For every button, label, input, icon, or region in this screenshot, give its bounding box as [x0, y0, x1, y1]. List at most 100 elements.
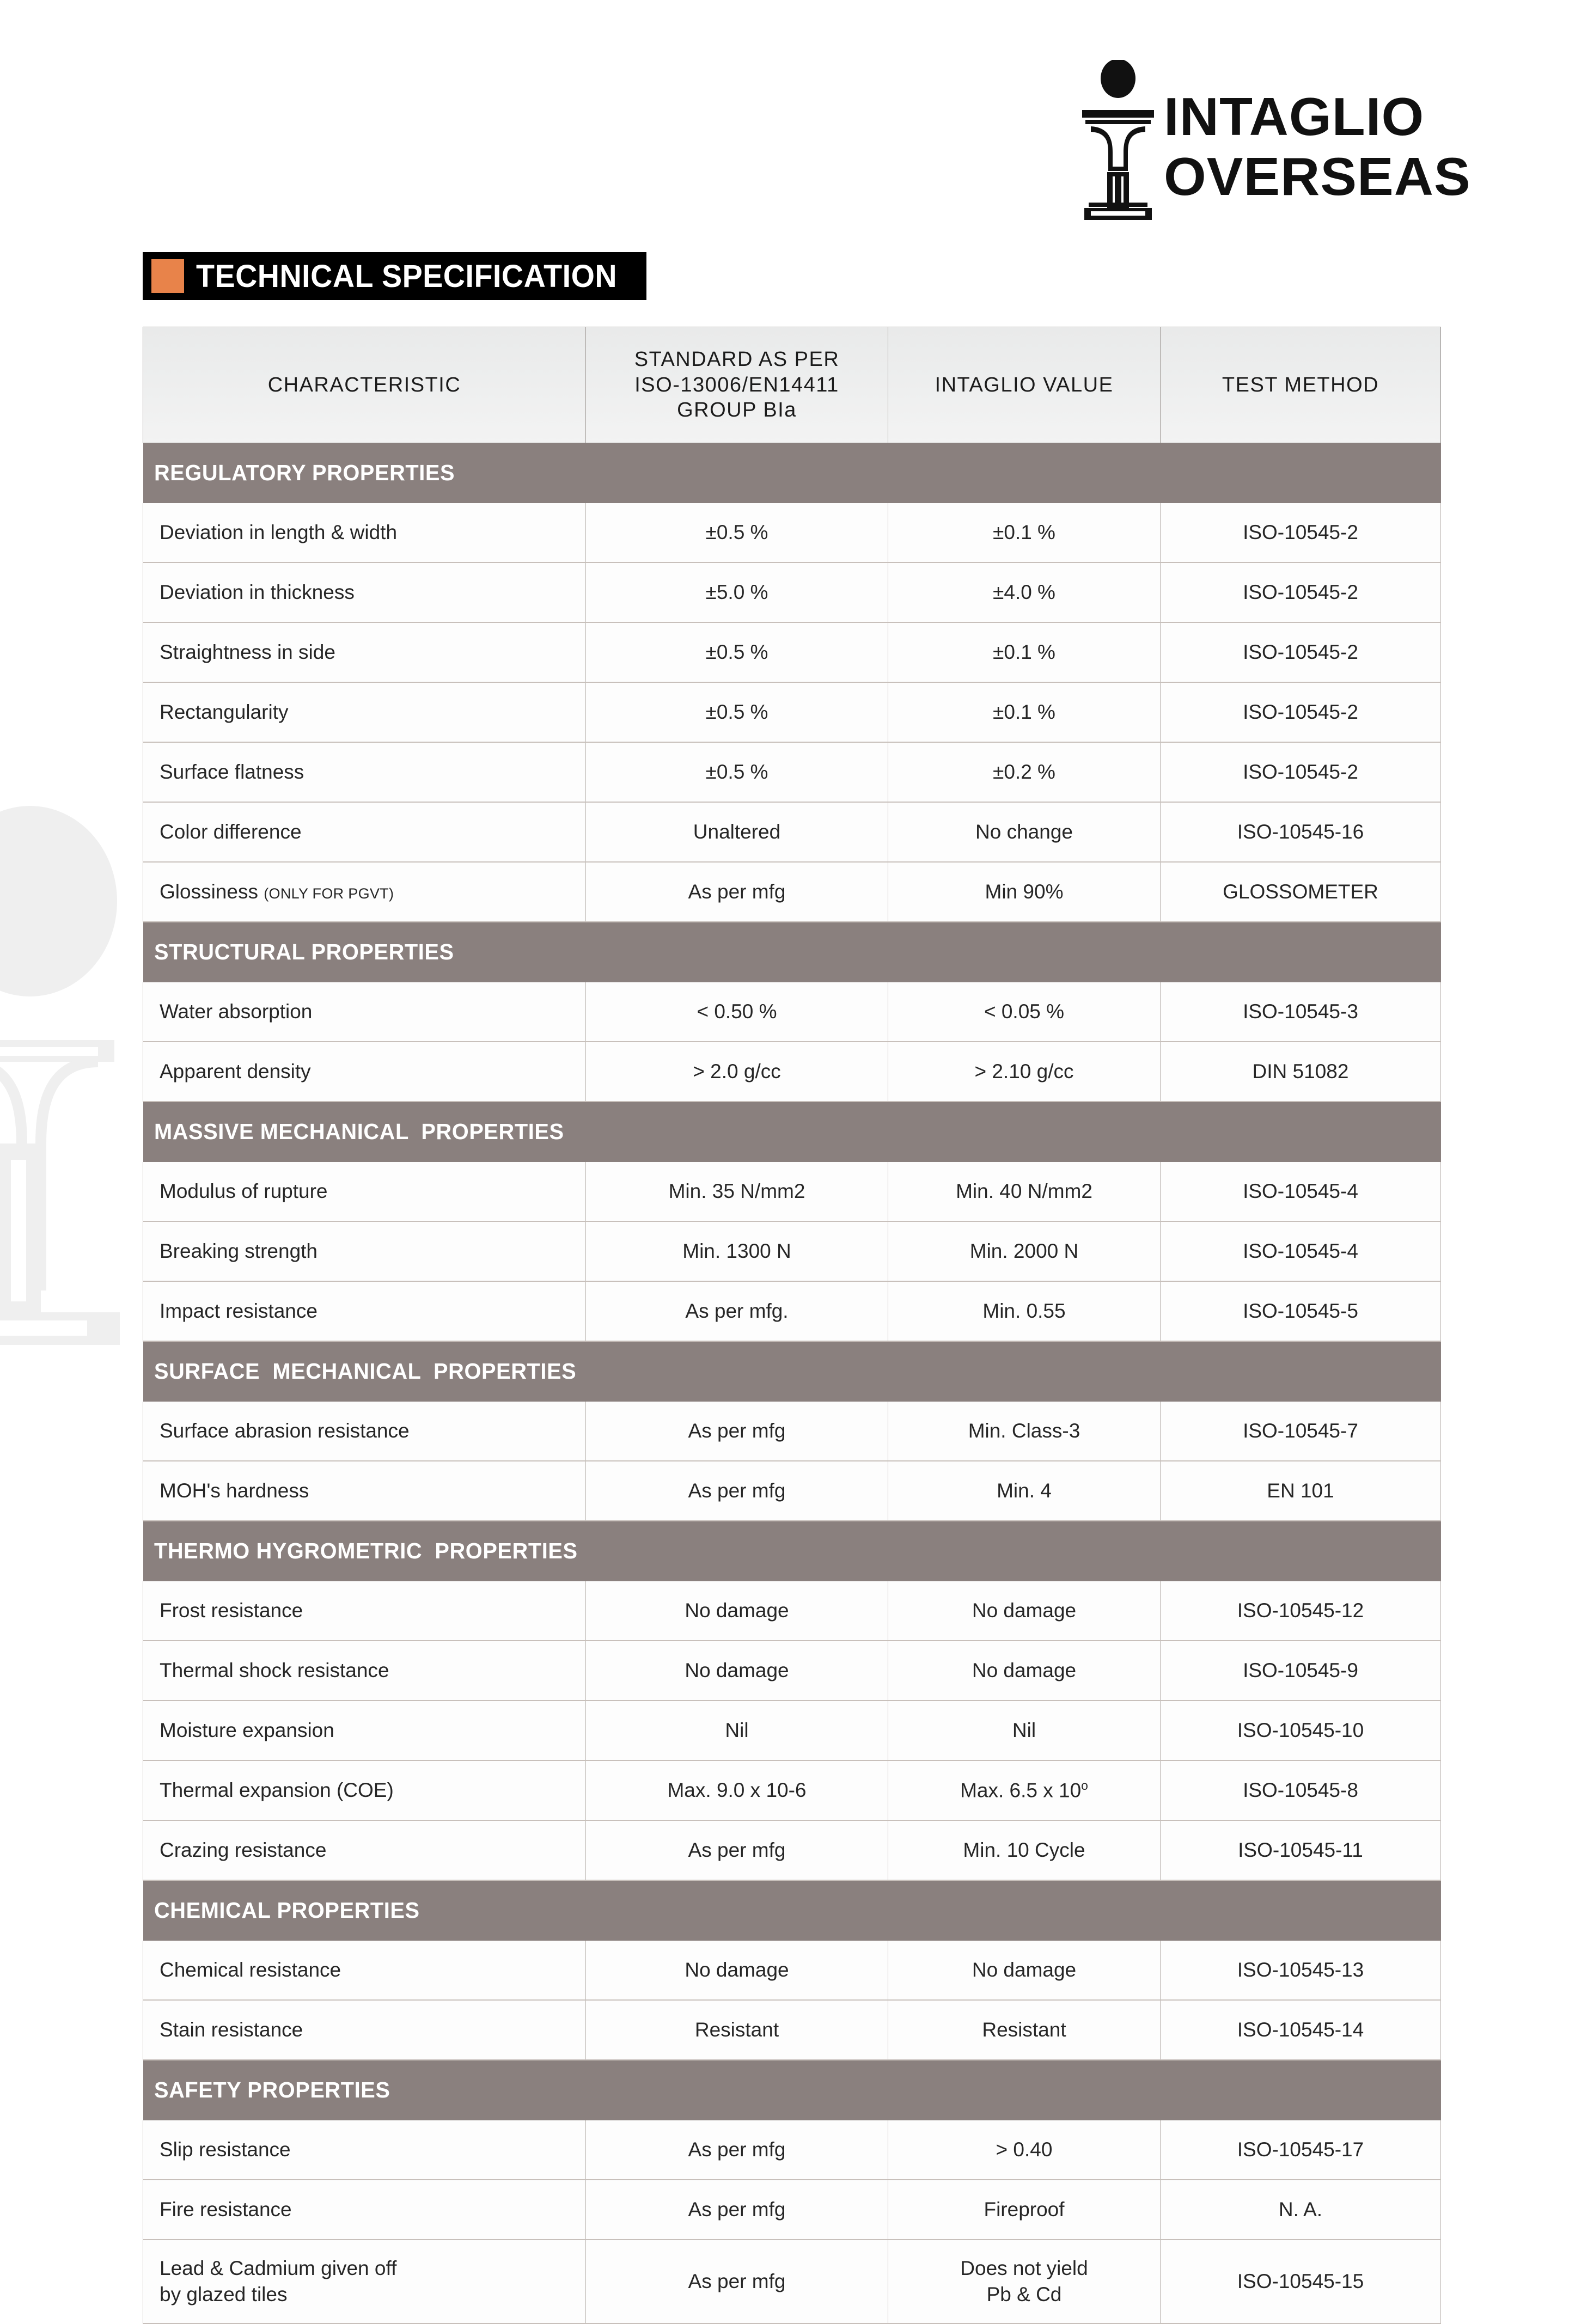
cell-characteristic: Rectangularity: [143, 682, 586, 743]
section-band: CHEMICAL PROPERTIES: [143, 1880, 1441, 1941]
cell-characteristic: Deviation in thickness: [143, 562, 586, 623]
cell-intaglio-value: No damage: [888, 1581, 1161, 1641]
cell-test-method: ISO-10545-14: [1160, 2000, 1441, 2060]
characteristic-note: (ONLY FOR PGVT): [264, 885, 394, 902]
cell-intaglio-value: Min. 4: [888, 1461, 1161, 1521]
cell-intaglio-value: Min 90%: [888, 862, 1161, 922]
cell-intaglio-value: Fireproof: [888, 2180, 1161, 2240]
section-band: MASSIVE MECHANICAL PROPERTIES: [143, 1102, 1441, 1162]
cell-standard: No damage: [585, 1581, 888, 1641]
cell-standard: As per mfg: [585, 862, 888, 922]
table-row: Apparent density > 2.0 g/cc > 2.10 g/cc DIN…: [143, 1042, 1441, 1102]
table-row: Thermal shock resistance No damage No dama…: [143, 1641, 1441, 1701]
cell-characteristic: Deviation in length & width: [143, 503, 586, 563]
table-row: Surface flatness ±0.5 % ±0.2 % ISO-10545-2: [143, 742, 1441, 803]
cell-intaglio-value: Min. 2000 N: [888, 1221, 1161, 1282]
cell-intaglio-value: Min. 10 Cycle: [888, 1820, 1161, 1881]
cell-intaglio-value: No change: [888, 802, 1161, 863]
cell-intaglio-value: Nil: [888, 1701, 1161, 1761]
table-row: Rectangularity ±0.5 % ±0.1 % ISO-10545-2: [143, 682, 1441, 743]
cell-standard: As per mfg: [585, 2180, 888, 2240]
cell-test-method: EN 101: [1160, 1461, 1441, 1521]
cell-test-method: ISO-10545-16: [1160, 802, 1441, 863]
column-pillar-icon: [1075, 60, 1162, 223]
section-title-text: SURFACE MECHANICAL PROPERTIES: [154, 1358, 576, 1384]
section-band: REGULATORY PROPERTIES: [143, 443, 1441, 503]
cell-standard: < 0.50 %: [585, 982, 888, 1042]
cell-standard: Unaltered: [585, 802, 888, 863]
column-header-characteristic: CHARACTERISTIC: [143, 327, 586, 443]
cell-test-method: N. A.: [1160, 2180, 1441, 2240]
cell-characteristic: Surface abrasion resistance: [143, 1402, 586, 1461]
table-row: Surface abrasion resistance As per mfg Min…: [143, 1402, 1441, 1461]
cell-test-method: ISO-10545-10: [1160, 1701, 1441, 1761]
technical-specification-table: CHARACTERISTIC STANDARD AS PER ISO-13006…: [143, 327, 1441, 2324]
section-band: SAFETY PROPERTIES: [143, 2060, 1441, 2120]
section-band-label: STRUCTURAL PROPERTIES: [143, 922, 1441, 982]
table-row: Moisture expansion Nil Nil ISO-10545-10: [143, 1701, 1441, 1761]
cell-test-method: ISO-10545-2: [1160, 503, 1441, 563]
cell-characteristic: Stain resistance: [143, 2000, 586, 2060]
section-title-text: MASSIVE MECHANICAL PROPERTIES: [154, 1118, 564, 1144]
cell-characteristic: Impact resistance: [143, 1281, 586, 1342]
table-row: Color difference Unaltered No change ISO-10…: [143, 802, 1441, 863]
logo-text-line1: INTAGLIO: [1164, 87, 1425, 146]
cell-standard: As per mfg: [585, 1820, 888, 1881]
cell-intaglio-value: No damage: [888, 1641, 1161, 1701]
cell-standard: Resistant: [585, 2000, 888, 2060]
section-band: SURFACE MECHANICAL PROPERTIES: [143, 1341, 1441, 1402]
cell-intaglio-value: ±0.2 %: [888, 742, 1161, 803]
cell-intaglio-value: ±0.1 %: [888, 503, 1161, 563]
cell-standard: ±0.5 %: [585, 622, 888, 683]
column-header-intaglio-value: INTAGLIO VALUE: [888, 327, 1161, 443]
table-row: Glossiness (ONLY FOR PGVT) As per mfg Min …: [143, 862, 1441, 922]
cell-characteristic: Moisture expansion: [143, 1701, 586, 1761]
cell-characteristic: Chemical resistance: [143, 1941, 586, 2001]
section-title-text: STRUCTURAL PROPERTIES: [154, 939, 454, 964]
cell-characteristic: Crazing resistance: [143, 1820, 586, 1881]
table-row: Straightness in side ±0.5 % ±0.1 % ISO-1054…: [143, 622, 1441, 683]
cell-test-method: ISO-10545-4: [1160, 1221, 1441, 1282]
section-band-label: THERMO HYGROMETRIC PROPERTIES: [143, 1521, 1441, 1581]
section-title-text: SAFETY PROPERTIES: [154, 2077, 390, 2102]
table-row: Deviation in thickness ±5.0 % ±4.0 % ISO-10…: [143, 562, 1441, 623]
table-row: Lead & Cadmium given off by glazed tiles A…: [143, 2240, 1441, 2324]
table-row: Chemical resistance No damage No damage ISO…: [143, 1941, 1441, 2001]
cell-test-method: GLOSSOMETER: [1160, 862, 1441, 922]
cell-test-method: ISO-10545-11: [1160, 1820, 1441, 1881]
cell-intaglio-value: > 2.10 g/cc: [888, 1042, 1161, 1102]
section-band-label: REGULATORY PROPERTIES: [143, 443, 1441, 503]
cell-standard: ±0.5 %: [585, 742, 888, 803]
table-row: Modulus of rupture Min. 35 N/mm2 Min. 40 N…: [143, 1162, 1441, 1222]
cell-standard: As per mfg: [585, 2120, 888, 2180]
cell-intaglio-value: ±0.1 %: [888, 682, 1161, 743]
cell-intaglio-value: Does not yield Pb & Cd: [888, 2240, 1161, 2324]
cell-standard: No damage: [585, 1641, 888, 1701]
cell-test-method: ISO-10545-13: [1160, 1941, 1441, 2001]
cell-intaglio-value: Min. Class-3: [888, 1402, 1161, 1461]
page-title: TECHNICAL SPECIFICATION: [196, 258, 618, 294]
cell-characteristic: Modulus of rupture: [143, 1162, 586, 1222]
cell-intaglio-value: < 0.05 %: [888, 982, 1161, 1042]
cell-standard: No damage: [585, 1941, 888, 2001]
table-row: MOH's hardness As per mfg Min. 4 EN 101: [143, 1461, 1441, 1521]
section-band-label: MASSIVE MECHANICAL PROPERTIES: [143, 1102, 1441, 1162]
cell-intaglio-value: ±4.0 %: [888, 562, 1161, 623]
column-header-standard: STANDARD AS PER ISO-13006/EN14411 GROUP …: [585, 327, 888, 443]
cell-test-method: ISO-10545-17: [1160, 2120, 1441, 2180]
cell-standard: Min. 35 N/mm2: [585, 1162, 888, 1222]
cell-standard: ±0.5 %: [585, 682, 888, 743]
section-title-text: REGULATORY PROPERTIES: [154, 460, 455, 485]
cell-intaglio-value: Resistant: [888, 2000, 1161, 2060]
cell-characteristic: Surface flatness: [143, 742, 586, 803]
company-logo: INTAGLIO OVERSEAS: [1075, 60, 1499, 223]
cell-intaglio-value: Min. 0.55: [888, 1281, 1161, 1342]
cell-characteristic: Water absorption: [143, 982, 586, 1042]
table-row: Stain resistance Resistant Resistant ISO-10…: [143, 2000, 1441, 2060]
cell-intaglio-value: > 0.40: [888, 2120, 1161, 2180]
table-row: Deviation in length & width ±0.5 % ±0.1 % I…: [143, 503, 1441, 563]
cell-characteristic: Slip resistance: [143, 2120, 586, 2180]
value-superscript: o: [1081, 1778, 1088, 1793]
cell-intaglio-value: Min. 40 N/mm2: [888, 1162, 1161, 1222]
